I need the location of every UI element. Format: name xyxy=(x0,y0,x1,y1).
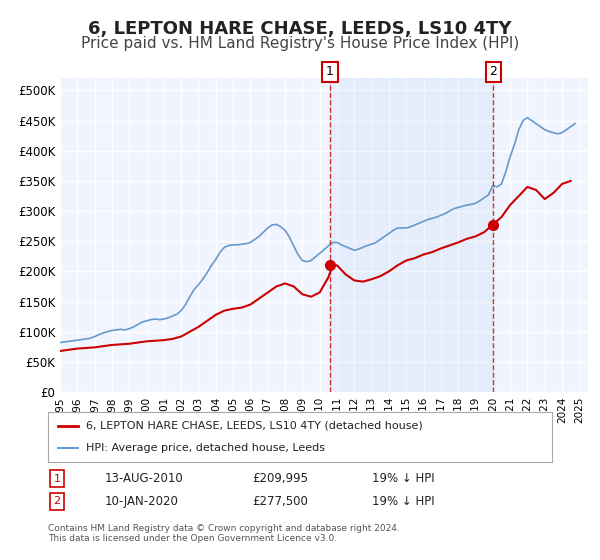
Text: Contains HM Land Registry data © Crown copyright and database right 2024.
This d: Contains HM Land Registry data © Crown c… xyxy=(48,524,400,543)
Text: 2: 2 xyxy=(53,496,61,506)
Text: 6, LEPTON HARE CHASE, LEEDS, LS10 4TY (detached house): 6, LEPTON HARE CHASE, LEEDS, LS10 4TY (d… xyxy=(86,421,422,431)
Text: 10-JAN-2020: 10-JAN-2020 xyxy=(105,494,179,508)
Text: 1: 1 xyxy=(53,474,61,484)
Text: 19% ↓ HPI: 19% ↓ HPI xyxy=(372,472,434,486)
Bar xyxy=(330,78,493,392)
Text: 19% ↓ HPI: 19% ↓ HPI xyxy=(372,494,434,508)
Text: 13-AUG-2010: 13-AUG-2010 xyxy=(105,472,184,486)
Text: 1: 1 xyxy=(326,66,334,78)
Text: 2: 2 xyxy=(490,66,497,78)
Text: HPI: Average price, detached house, Leeds: HPI: Average price, detached house, Leed… xyxy=(86,443,325,453)
Text: Price paid vs. HM Land Registry's House Price Index (HPI): Price paid vs. HM Land Registry's House … xyxy=(81,36,519,52)
Text: £209,995: £209,995 xyxy=(252,472,308,486)
Text: 6, LEPTON HARE CHASE, LEEDS, LS10 4TY: 6, LEPTON HARE CHASE, LEEDS, LS10 4TY xyxy=(88,20,512,38)
Text: £277,500: £277,500 xyxy=(252,494,308,508)
